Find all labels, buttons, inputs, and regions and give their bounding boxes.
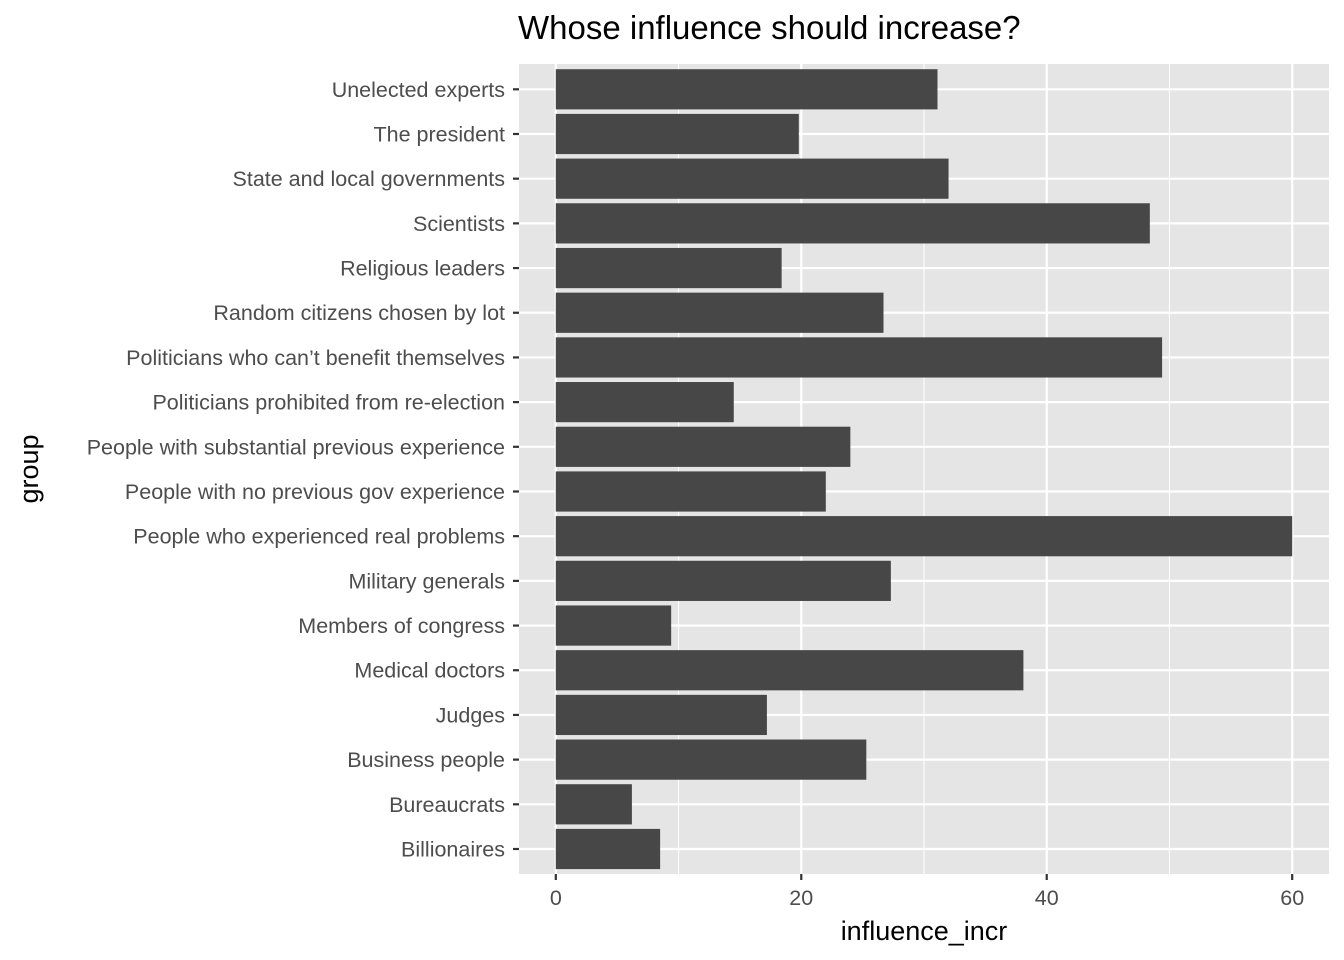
x-axis-title: influence_incr — [841, 916, 1008, 946]
bar — [555, 650, 1024, 691]
y-tick-label: Religious leaders — [340, 257, 505, 281]
bar — [555, 247, 782, 289]
x-tick-label: 20 — [789, 886, 813, 910]
y-tick-label: Judges — [436, 703, 505, 727]
y-tick-label: The president — [374, 122, 505, 146]
bar — [555, 471, 826, 512]
bar — [555, 739, 867, 780]
y-tick-label: Billionaires — [401, 838, 505, 862]
chart-title: Whose influence should increase? — [518, 9, 1021, 46]
y-tick-label: Military generals — [348, 569, 505, 593]
y-tick-label: Scientists — [413, 212, 505, 236]
y-tick-label: Business people — [347, 748, 505, 772]
x-tick-label: 60 — [1280, 886, 1304, 910]
bar — [555, 113, 799, 155]
x-axis: 0 20 40 60 — [550, 874, 1304, 910]
y-axis: Billionaires Bureaucrats Business people Ju… — [87, 78, 519, 862]
y-tick-label: Bureaucrats — [389, 793, 505, 817]
bar — [555, 560, 891, 601]
y-tick-label: Politicians who can’t benefit themselves — [126, 346, 505, 370]
bar — [555, 382, 734, 423]
bar — [555, 69, 938, 110]
bar — [555, 426, 851, 467]
y-tick-label: Random citizens chosen by lot — [213, 301, 505, 325]
bar — [555, 784, 632, 825]
bar — [555, 694, 767, 736]
bar — [555, 292, 884, 333]
y-tick-label: People with no previous gov experience — [125, 480, 505, 504]
bars — [555, 69, 1293, 870]
bar — [555, 158, 949, 199]
bar — [555, 605, 672, 646]
y-axis-title: group — [14, 434, 44, 503]
bar — [555, 203, 1150, 244]
y-tick-label: People who experienced real problems — [133, 525, 505, 549]
y-tick-label: Members of congress — [298, 614, 505, 638]
y-tick-label: State and local governments — [233, 167, 506, 191]
x-tick-label: 0 — [550, 886, 562, 910]
y-tick-label: Politicians prohibited from re-election — [152, 391, 505, 415]
y-tick-label: Medical doctors — [354, 659, 505, 683]
y-tick-label: Unelected experts — [332, 78, 505, 102]
x-tick-label: 40 — [1035, 886, 1059, 910]
bar — [555, 516, 1293, 557]
bar — [555, 337, 1163, 378]
y-tick-label: People with substantial previous experie… — [87, 435, 505, 459]
bar — [555, 828, 661, 870]
